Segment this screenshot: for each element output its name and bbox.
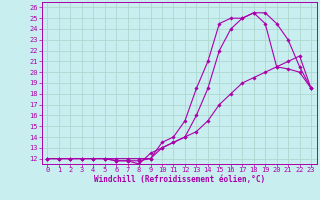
- X-axis label: Windchill (Refroidissement éolien,°C): Windchill (Refroidissement éolien,°C): [94, 175, 265, 184]
